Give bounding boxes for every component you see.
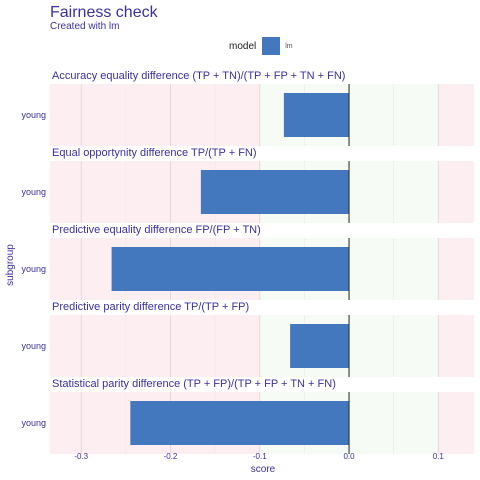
legend-key-lm [262, 37, 281, 55]
facet-panel: Statistical parity difference (TP + FP)/… [21, 378, 474, 454]
y-tick-label: young [21, 264, 46, 274]
chart-subtitle: Created with lm [50, 21, 120, 32]
bar [200, 170, 350, 214]
x-tick-label: 0.0 [343, 452, 355, 461]
y-tick-label: young [21, 418, 46, 428]
y-tick-label: young [21, 341, 46, 351]
y-axis-title: subgroup [5, 244, 16, 286]
y-tick-label: young [21, 187, 46, 197]
facet-panel: Predictive equality difference FP/(FP + … [21, 224, 474, 300]
red-zone-right [438, 84, 474, 146]
x-tick-label: -0.1 [253, 452, 267, 461]
bar [111, 247, 350, 291]
red-zone-right [438, 238, 474, 300]
x-tick-label: -0.3 [74, 452, 88, 461]
x-tick-label: 0.1 [433, 452, 445, 461]
panel-title: Accuracy equality difference (TP + TN)/(… [52, 70, 345, 82]
legend-title: model [229, 40, 257, 52]
facet-panel: Accuracy equality difference (TP + TN)/(… [21, 70, 474, 146]
panel-title: Statistical parity difference (TP + FP)/… [52, 378, 336, 390]
facet-panel: Equal opportynity difference TP/(TP + FN… [21, 147, 474, 223]
legend-label-lm: lm [285, 42, 293, 50]
panel-title: Predictive parity difference TP/(TP + FP… [52, 301, 249, 313]
x-tick-label: -0.2 [164, 452, 178, 461]
bar [130, 401, 350, 445]
y-tick-label: young [21, 110, 46, 120]
red-zone-right [438, 315, 474, 377]
x-axis-title: score [251, 464, 276, 475]
red-zone-left [50, 315, 260, 377]
chart-title: Fairness check [50, 4, 158, 21]
legend: model lm [229, 36, 293, 56]
panel-title: Equal opportynity difference TP/(TP + FN… [52, 147, 257, 159]
panel-title: Predictive equality difference FP/(FP + … [52, 224, 261, 236]
facet-panel: Predictive parity difference TP/(TP + FP… [21, 301, 474, 377]
bar [283, 93, 350, 137]
red-zone-left [50, 84, 260, 146]
red-zone-right [438, 161, 474, 223]
red-zone-right [438, 392, 474, 454]
bar [290, 324, 350, 368]
